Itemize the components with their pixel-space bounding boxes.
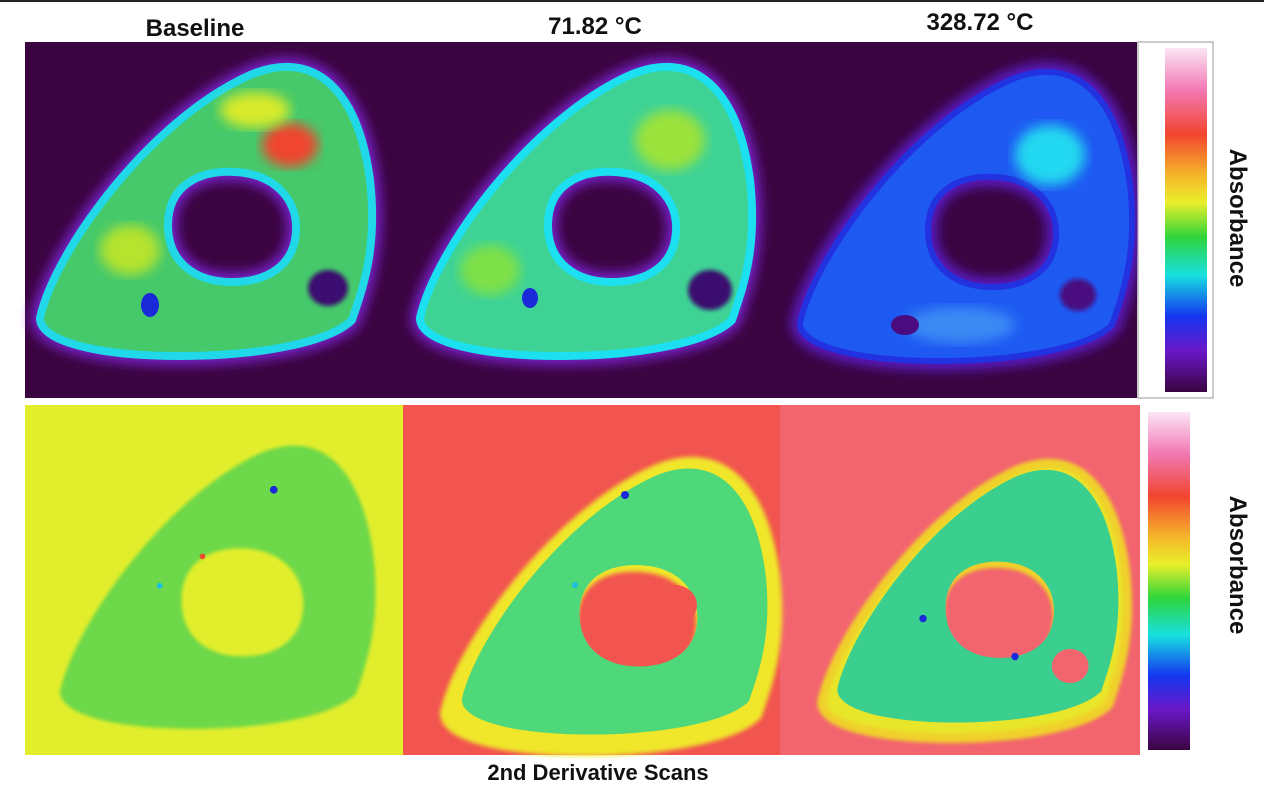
scan-328 xyxy=(800,72,1132,361)
bottom-row: Absorbance xyxy=(25,405,1251,755)
top-row: Absorbance xyxy=(25,41,1251,399)
caption: 2nd Derivative Scans xyxy=(487,760,708,785)
column-title: 328.72 °C xyxy=(926,9,1033,36)
scan-baseline xyxy=(40,67,372,356)
colorbar-label: Absorbance xyxy=(1224,149,1251,288)
column-title: Baseline xyxy=(146,15,245,42)
scan-d2-71 xyxy=(445,462,777,751)
scan-d2-baseline xyxy=(60,445,376,729)
scan-d2-328 xyxy=(822,464,1128,739)
scan-71 xyxy=(420,67,752,356)
colorbar xyxy=(1148,412,1190,750)
column-title: 71.82 °C xyxy=(548,13,642,40)
colorbar-label: Absorbance xyxy=(1224,496,1251,635)
colorbar xyxy=(1165,48,1207,392)
